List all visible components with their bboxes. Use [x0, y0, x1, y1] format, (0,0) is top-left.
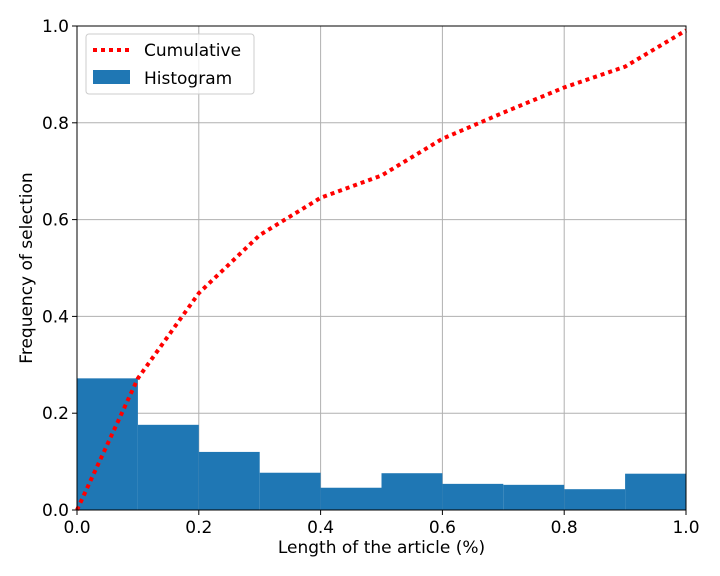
- y-tick-label: 0.0: [42, 501, 69, 521]
- histogram-bars: [77, 378, 686, 510]
- legend-histogram-label: Histogram: [144, 69, 232, 89]
- y-tick-label: 0.2: [42, 404, 69, 424]
- x-axis-label: Length of the article (%): [278, 538, 485, 558]
- histogram-bar: [259, 472, 321, 510]
- plot-frame: [76, 25, 687, 511]
- histogram-bar: [442, 483, 504, 510]
- histogram-bar: [625, 473, 686, 510]
- x-tick-label: 0.4: [307, 518, 334, 538]
- x-tick-label: 0.6: [429, 518, 456, 538]
- histogram-bar: [320, 487, 382, 510]
- histogram-bar: [198, 451, 260, 510]
- y-tick-label: 0.6: [42, 211, 69, 231]
- histogram-bar: [503, 484, 565, 510]
- y-axis-label: Frequency of selection: [17, 172, 37, 363]
- legend-histogram-swatch: [93, 70, 130, 84]
- legend: Cumulative Histogram: [85, 33, 255, 95]
- x-tick-label: 1.0: [672, 518, 699, 538]
- y-tick-label: 1.0: [42, 17, 69, 37]
- x-tick-label: 0.8: [551, 518, 578, 538]
- legend-cumulative-label: Cumulative: [144, 41, 241, 61]
- histogram-bar: [137, 424, 199, 510]
- x-tick-label: 0.2: [185, 518, 212, 538]
- axis-ticks: 0.0 0.2 0.4 0.6 0.8 1.0 0.0 0.2 0.4 0.6 0.8 1.0: [42, 17, 700, 538]
- histogram-bar: [381, 473, 443, 510]
- y-tick-label: 0.4: [42, 307, 69, 327]
- y-tick-label: 0.8: [42, 114, 69, 134]
- x-tick-label: 0.0: [63, 518, 90, 538]
- histogram-bar: [564, 489, 626, 510]
